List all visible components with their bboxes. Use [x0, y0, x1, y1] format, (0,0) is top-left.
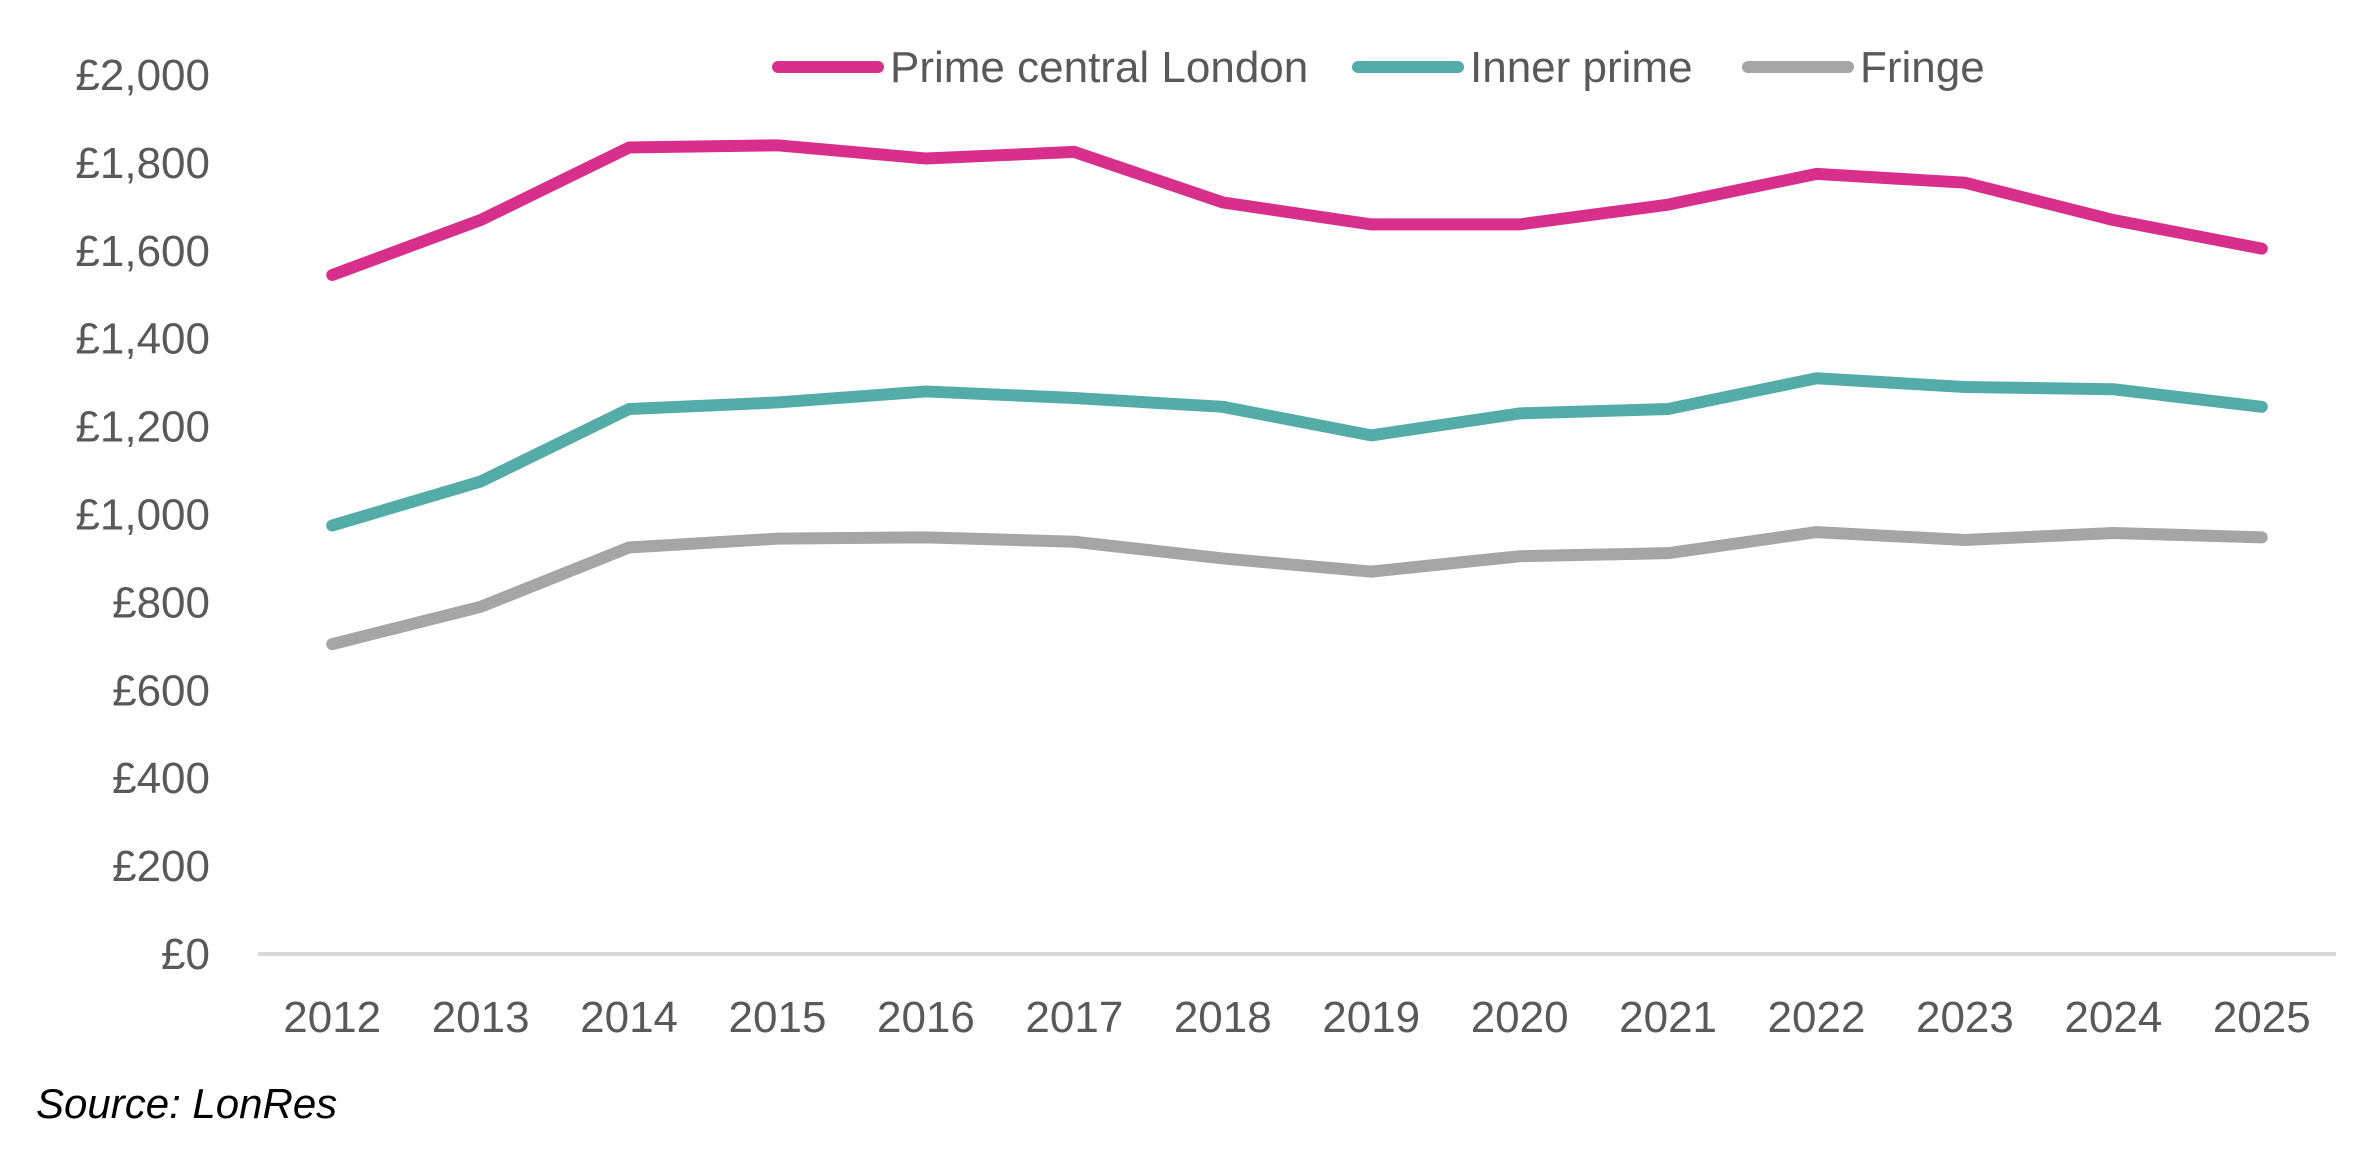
x-tick-label: 2018 — [1174, 993, 1272, 1042]
x-tick-label: 2017 — [1025, 993, 1123, 1042]
y-tick-label: £2,000 — [75, 51, 210, 100]
legend-label: Inner prime — [1470, 43, 1693, 92]
legend: Prime central London Inner prime Fringe — [772, 43, 1985, 92]
y-tick-label: £1,000 — [75, 491, 210, 540]
series-line-fringe — [326, 526, 2268, 651]
series-line-prime-central-london — [326, 139, 2268, 281]
x-tick-label: 2016 — [877, 993, 975, 1042]
x-axis: 2012 2013 2014 2015 2016 2017 2018 2019 2020 2021… — [283, 993, 2310, 1042]
y-tick-label: £1,400 — [75, 315, 210, 364]
legend-item: Inner prime — [1352, 43, 1693, 92]
y-tick-label: £800 — [112, 578, 210, 627]
x-tick-label: 2019 — [1322, 993, 1420, 1042]
legend-item: Prime central London — [772, 43, 1308, 92]
x-tick-label: 2015 — [729, 993, 827, 1042]
x-tick-label: 2023 — [1916, 993, 2014, 1042]
x-tick-label: 2022 — [1768, 993, 1866, 1042]
legend-label: Prime central London — [890, 43, 1308, 92]
legend-item: Fringe — [1742, 43, 1985, 92]
y-tick-label: £600 — [112, 666, 210, 715]
y-axis: £0 £200 £400 £600 £800 £1,000 £1,200 £1,400 £1,6… — [75, 51, 210, 979]
x-tick-label: 2025 — [2213, 993, 2311, 1042]
x-tick-label: 2012 — [283, 993, 381, 1042]
y-tick-label: £1,600 — [75, 227, 210, 276]
x-tick-label: 2021 — [1619, 993, 1717, 1042]
x-tick-label: 2014 — [580, 993, 678, 1042]
y-tick-label: £1,800 — [75, 139, 210, 188]
y-tick-label: £1,200 — [75, 403, 210, 452]
x-tick-label: 2020 — [1471, 993, 1569, 1042]
y-tick-label: £200 — [112, 842, 210, 891]
legend-label: Fringe — [1860, 43, 1985, 92]
x-tick-label: 2013 — [432, 993, 530, 1042]
x-tick-label: 2024 — [2064, 993, 2162, 1042]
series-line-inner-prime — [326, 372, 2268, 532]
source-note: Source: LonRes — [36, 1080, 338, 1127]
series-layer — [326, 139, 2268, 651]
y-tick-label: £400 — [112, 754, 210, 803]
y-tick-label: £0 — [161, 930, 210, 979]
